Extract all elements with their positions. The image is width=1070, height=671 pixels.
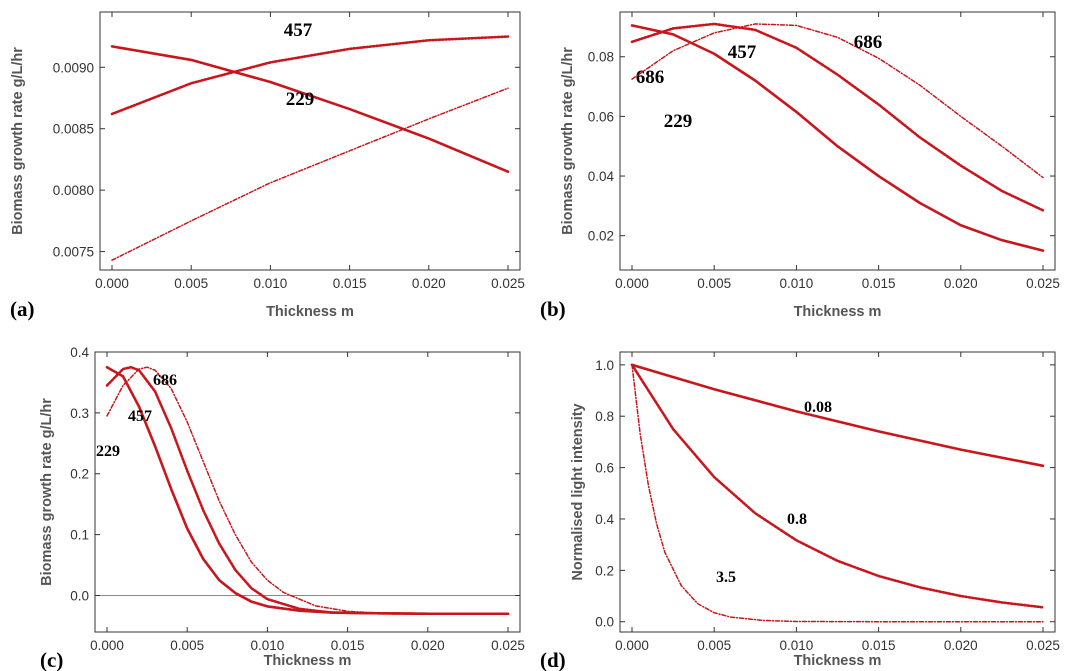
x-tick-label: 0.020	[412, 276, 446, 291]
x-axis-label: Thickness m	[266, 304, 354, 320]
x-tick-label: 0.020	[944, 276, 978, 291]
series-label: 457	[284, 20, 313, 41]
series-label: 0.08	[804, 399, 832, 416]
plot-frame	[619, 11, 1056, 271]
x-tick-label: 0.025	[1026, 638, 1060, 653]
x-tick-label: 0.000	[95, 276, 129, 291]
x-tick-label: 0.015	[862, 276, 896, 291]
series-line-457	[630, 22, 1045, 212]
x-tick-label: 0.025	[491, 638, 525, 653]
y-tick-label: 0.0	[70, 588, 89, 603]
y-tick-label: 0.4	[595, 512, 614, 527]
y-tick-label: 0.0075	[53, 245, 94, 260]
y-tick-label: 0.0090	[53, 60, 94, 75]
y-axis-label: Biomass growth rate g/L/hr	[10, 47, 26, 235]
x-axis-label: Thickness m	[794, 304, 882, 320]
x-tick-label: 0.005	[170, 638, 204, 653]
plot-frame	[94, 351, 521, 633]
y-tick-label: 0.02	[588, 229, 614, 244]
series-line-457	[110, 35, 510, 116]
chart-panel-c: 0.000 0.005 0.010 0.015 0.020 0.025 0.0 0.1 0.2 0…	[39, 345, 525, 671]
y-tick-label: 0.1	[70, 528, 89, 543]
y-tick-label: 0.0	[595, 615, 614, 630]
x-tick-label: 0.020	[411, 638, 445, 653]
series-label: 457	[128, 408, 152, 425]
x-tick-label: 0.005	[697, 638, 731, 653]
chart-panel-d: 0.000 0.005 0.010 0.015 0.020 0.025 0.0 0.2 0.4 0…	[540, 351, 1060, 671]
x-tick-label: 0.010	[780, 276, 814, 291]
panel-label: (a)	[10, 297, 35, 321]
series-line-3-5	[631, 364, 1044, 623]
y-tick-label: 0.4	[70, 345, 89, 360]
series-line-229	[110, 45, 510, 174]
x-tick-label: 0.015	[331, 638, 365, 653]
y-tick-label: 0.2	[595, 563, 614, 578]
x-tick-label: 0.000	[615, 276, 649, 291]
y-tick-label: 0.08	[588, 50, 614, 65]
chart-panel-b: 0.000 0.005 0.010 0.015 0.020 0.025 0.02 0.04 0.…	[540, 11, 1060, 321]
y-tick-label: 0.2	[70, 467, 89, 482]
x-axis-label: Thickness m	[794, 653, 882, 669]
x-tick-label: 0.025	[491, 276, 525, 291]
series-line-686	[106, 366, 509, 615]
series-line-686	[111, 87, 509, 261]
x-tick-label: 0.010	[780, 638, 814, 653]
panel-label: (c)	[40, 648, 63, 671]
series-line-229	[105, 365, 510, 616]
y-axis-label: Normalised light intensity	[570, 403, 586, 580]
x-axis-label: Thickness m	[264, 653, 352, 669]
x-tick-label: 0.010	[251, 638, 285, 653]
series-label: 229	[664, 111, 693, 132]
x-tick-label: 0.005	[697, 276, 731, 291]
series-label: 229	[286, 89, 315, 110]
plot-frame	[99, 11, 521, 271]
x-tick-label: 0.025	[1026, 276, 1060, 291]
series-line-0-08	[630, 363, 1045, 468]
x-tick-label: 0.015	[862, 638, 896, 653]
series-label: 0.8	[787, 511, 807, 528]
series-line-0-8	[630, 363, 1045, 609]
series-label: 229	[96, 443, 120, 460]
series-label: 3.5	[716, 569, 736, 586]
y-tick-label: 0.0085	[53, 122, 94, 137]
y-tick-label: 0.3	[70, 406, 89, 421]
series-label: 686	[636, 67, 665, 88]
y-tick-label: 1.0	[595, 358, 614, 373]
x-tick-label: 0.020	[944, 638, 978, 653]
y-tick-label: 0.0080	[53, 183, 94, 198]
x-tick-label: 0.015	[333, 276, 367, 291]
x-tick-label: 0.010	[254, 276, 288, 291]
chart-panel-a: 0.000 0.005 0.010 0.015 0.020 0.025 0.0075 0.00…	[10, 11, 665, 321]
y-axis-label: Biomass growth rate g/L/hr	[39, 398, 55, 586]
x-tick-label: 0.000	[615, 638, 649, 653]
y-tick-label: 0.04	[588, 169, 615, 184]
x-tick-label: 0.000	[90, 638, 124, 653]
series-label: 457	[728, 42, 757, 63]
series-label: 686	[854, 32, 883, 53]
y-tick-label: 0.6	[595, 461, 614, 476]
series-line-457	[105, 365, 510, 616]
series-line-686	[631, 23, 1044, 179]
y-tick-label: 0.06	[588, 109, 614, 124]
series-label: 686	[153, 372, 177, 389]
x-tick-label: 0.005	[174, 276, 208, 291]
panel-label: (d)	[540, 648, 566, 671]
y-tick-label: 0.8	[595, 409, 614, 424]
y-axis-label: Biomass growth rate g/L/hr	[560, 47, 576, 235]
plot-frame	[619, 351, 1056, 633]
panel-label: (b)	[540, 297, 566, 321]
series-line-229	[630, 24, 1045, 252]
